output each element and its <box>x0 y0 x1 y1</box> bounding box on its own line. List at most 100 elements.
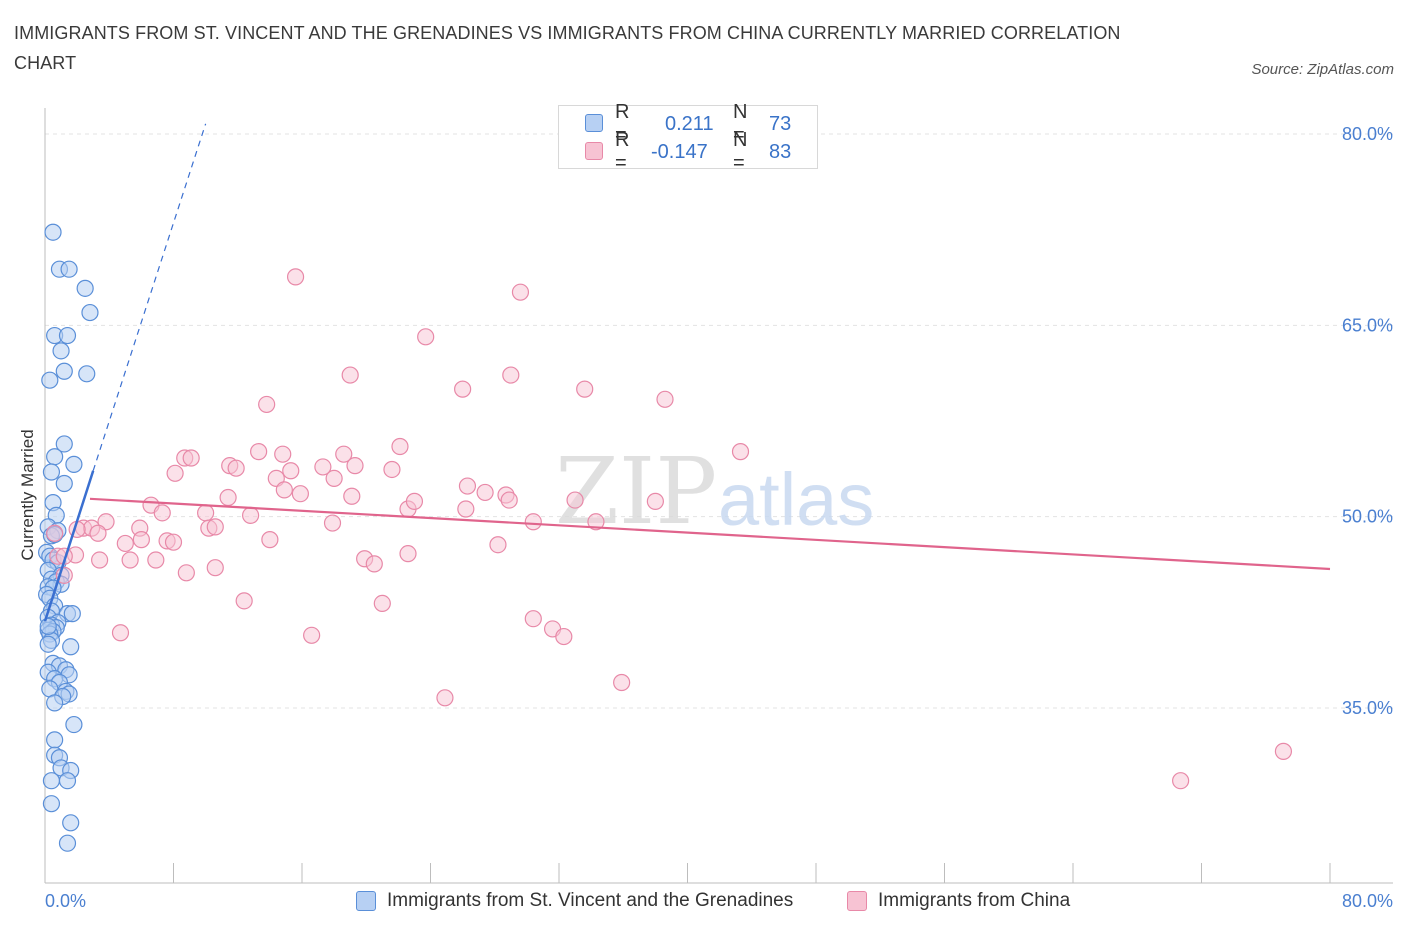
data-point-china <box>206 559 224 577</box>
legend-swatch-blue <box>356 891 376 911</box>
data-point-china <box>275 481 293 499</box>
data-point-china <box>116 534 134 553</box>
data-point-china <box>182 449 200 467</box>
data-point-china <box>314 458 332 476</box>
data-point-stvincent <box>42 795 61 813</box>
data-point-stvincent <box>76 279 94 297</box>
data-point-china <box>417 328 435 346</box>
data-point-china <box>335 445 353 463</box>
series-china-points <box>46 268 1293 790</box>
r-value: -0.147 <box>651 140 708 163</box>
data-point-china <box>489 536 507 554</box>
r-label: R = <box>615 101 630 146</box>
data-point-china <box>613 673 631 692</box>
trend-line-china <box>89 497 1331 571</box>
data-point-china <box>91 551 109 569</box>
data-point-china <box>500 491 518 509</box>
watermark: ZIP atlas <box>555 438 874 545</box>
legend-label: Immigrants from China <box>878 890 1071 911</box>
data-point-china <box>166 464 184 482</box>
data-point-china <box>656 390 674 408</box>
data-point-stvincent <box>39 617 57 635</box>
data-point-china <box>258 395 276 414</box>
data-point-stvincent <box>55 474 73 493</box>
axes <box>44 108 1393 884</box>
data-point-china <box>576 380 594 398</box>
data-point-stvincent <box>41 371 59 389</box>
data-point-china <box>177 564 195 582</box>
y-tick-label: 65.0% <box>1342 315 1393 335</box>
n-label: N = <box>733 101 748 146</box>
data-point-china <box>454 380 472 398</box>
data-point-china <box>341 366 359 384</box>
data-point-china <box>323 514 342 532</box>
data-point-stvincent <box>60 260 78 278</box>
y-tick-labels: 35.0% 50.0% 65.0% 80.0% <box>1342 124 1393 718</box>
data-point-stvincent <box>39 635 57 653</box>
data-point-stvincent <box>46 694 64 712</box>
data-point-stvincent <box>65 455 83 473</box>
data-point-china <box>325 469 343 487</box>
data-point-stvincent <box>65 715 83 734</box>
y-tick-label: 35.0% <box>1342 698 1393 718</box>
n-value: 73 <box>769 112 792 135</box>
n-label: N = <box>733 129 748 174</box>
data-point-stvincent <box>44 223 62 241</box>
gridlines <box>45 133 1393 709</box>
data-point-china <box>1274 742 1293 760</box>
y-axis-label: Currently Married <box>18 429 37 560</box>
data-point-china <box>227 459 245 477</box>
data-point-china <box>242 506 260 524</box>
data-point-china <box>646 492 664 510</box>
data-point-china <box>524 513 542 531</box>
series-stvincent-points <box>38 223 99 852</box>
data-point-stvincent <box>58 834 77 852</box>
data-point-china <box>555 627 573 646</box>
data-point-stvincent <box>52 342 70 360</box>
x-tick-max: 80.0% <box>1342 891 1393 911</box>
legend-swatch-pink <box>585 142 603 160</box>
n-value: 83 <box>769 140 792 163</box>
data-point-china <box>274 445 292 463</box>
data-point-china <box>731 443 750 461</box>
data-point-china <box>164 533 183 551</box>
data-point-stvincent <box>46 731 64 749</box>
data-point-stvincent <box>63 605 81 623</box>
data-point-china <box>346 457 364 475</box>
data-point-china <box>405 492 424 510</box>
data-point-china <box>365 555 383 573</box>
data-point-china <box>197 504 215 522</box>
data-point-stvincent <box>78 365 96 383</box>
data-point-china <box>132 531 150 549</box>
watermark-atlas: atlas <box>718 458 874 541</box>
data-point-stvincent <box>55 435 73 453</box>
y-tick-label: 80.0% <box>1342 124 1393 144</box>
data-point-china <box>373 594 391 613</box>
data-point-china <box>502 366 520 384</box>
y-tick-label: 50.0% <box>1342 507 1393 527</box>
data-point-china <box>291 485 309 503</box>
data-point-china <box>153 504 171 522</box>
stats-legend: R = 0.211 N = 73 R = -0.147 N = 83 <box>558 101 818 174</box>
data-point-china <box>391 437 409 456</box>
data-point-stvincent <box>42 463 61 481</box>
legend-swatch-pink <box>847 891 867 911</box>
data-point-china <box>46 524 64 542</box>
data-point-stvincent <box>81 303 99 322</box>
trend-lines <box>43 123 1331 622</box>
legend-label: Immigrants from St. Vincent and the Gren… <box>387 890 794 911</box>
data-point-stvincent <box>58 772 77 790</box>
r-label: R = <box>615 129 630 174</box>
data-point-china <box>303 626 321 644</box>
data-point-china <box>399 545 417 563</box>
data-point-china <box>457 500 475 518</box>
legend-swatch-blue <box>585 114 603 132</box>
data-point-china <box>111 624 130 642</box>
chart-title: IMMIGRANTS FROM ST. VINCENT AND THE GREN… <box>14 23 1121 73</box>
x-tick-min: 0.0% <box>45 891 86 911</box>
data-point-stvincent <box>55 362 73 380</box>
data-point-china <box>219 488 237 507</box>
data-point-china <box>282 462 300 480</box>
series-legend: Immigrants from St. Vincent and the Gren… <box>0 888 1406 916</box>
